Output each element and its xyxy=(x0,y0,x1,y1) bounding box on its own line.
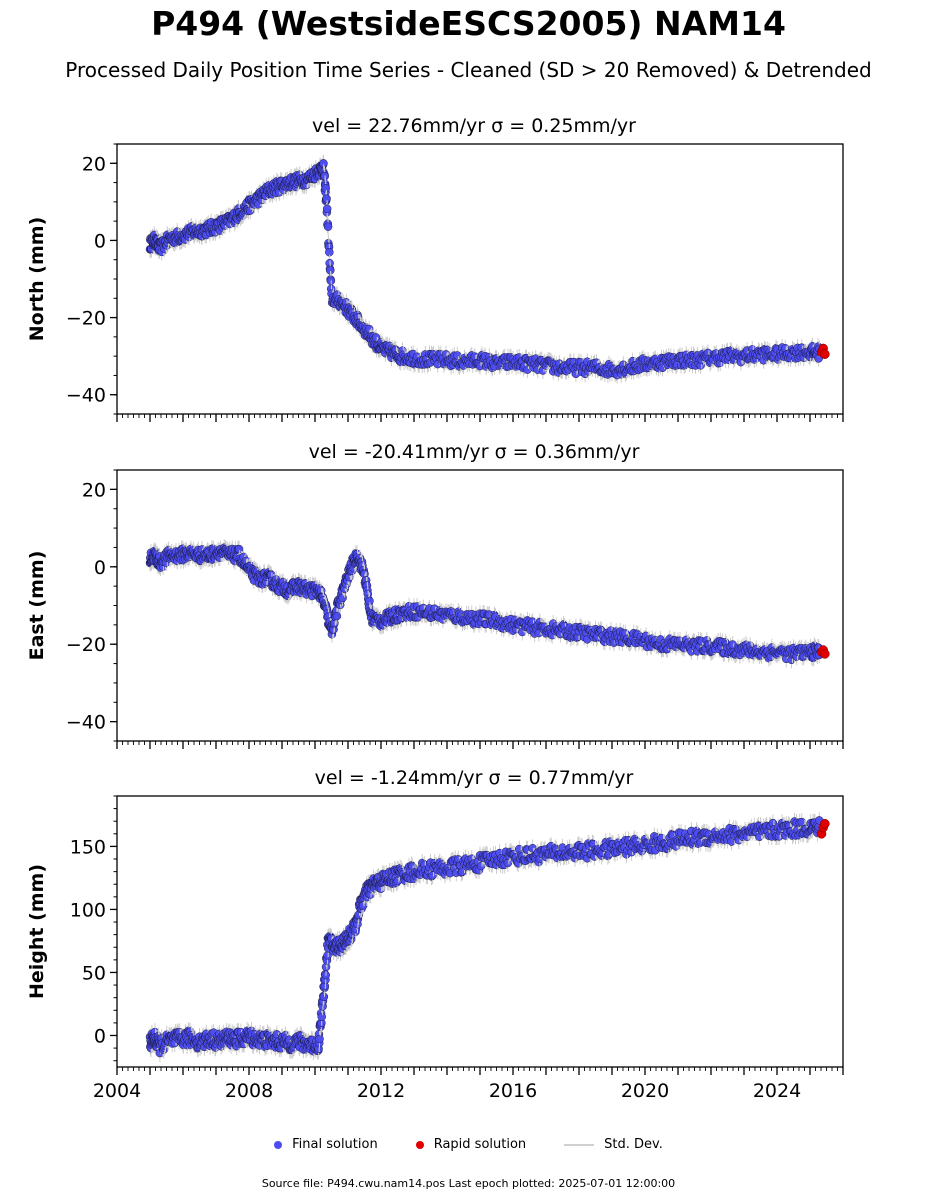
y-tick-label: −20 xyxy=(66,308,106,330)
figure-subtitle: Processed Daily Position Time Series - C… xyxy=(65,58,872,82)
chart-area: vel = 22.76mm/yr σ = 0.25mm/yr North (mm)… xyxy=(26,115,844,1102)
final-point xyxy=(322,194,331,203)
y-tick-label: 20 xyxy=(82,153,106,175)
final-point xyxy=(323,222,333,231)
y-tick-label: 0 xyxy=(94,557,106,579)
y-tick-label: −40 xyxy=(66,712,106,734)
final-point xyxy=(315,1034,324,1044)
final-point xyxy=(332,611,342,621)
y-tick-label: −20 xyxy=(66,634,106,656)
y-tick-label: −40 xyxy=(66,385,106,407)
panel-title-north: vel = 22.76mm/yr σ = 0.25mm/yr xyxy=(312,115,636,137)
panel-title-east: vel = -20.41mm/yr σ = 0.36mm/yr xyxy=(309,441,640,463)
y-tick-label: 20 xyxy=(82,479,106,501)
ylabel-east: East (mm) xyxy=(26,551,48,661)
rapid-point xyxy=(820,349,830,359)
final-point xyxy=(319,992,329,1002)
final-point xyxy=(317,1012,326,1022)
y-tick-label: 0 xyxy=(94,230,106,252)
ylabel-height: Height (mm) xyxy=(26,864,48,999)
final-point xyxy=(322,204,332,214)
panel-title-height: vel = -1.24mm/yr σ = 0.77mm/yr xyxy=(315,767,634,789)
rapid-point xyxy=(820,649,830,659)
figure-title: P494 (WestsideESCS2005) NAM14 xyxy=(151,4,786,43)
ylabel-north: North (mm) xyxy=(26,217,48,342)
final-point xyxy=(338,593,347,603)
